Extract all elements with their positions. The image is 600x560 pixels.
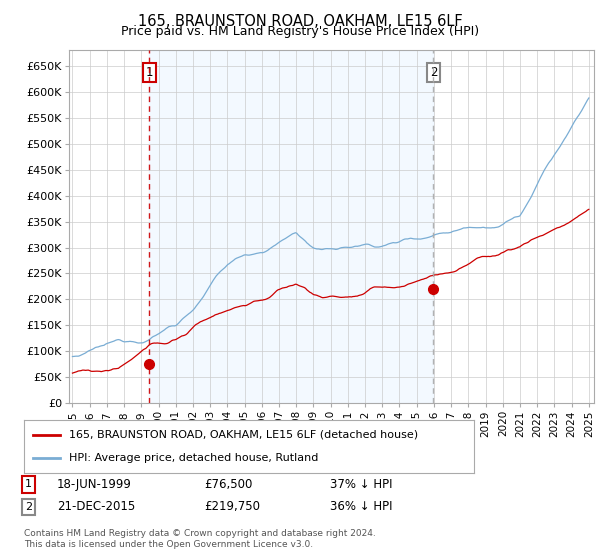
Text: £219,750: £219,750 (204, 500, 260, 514)
Text: 36% ↓ HPI: 36% ↓ HPI (330, 500, 392, 514)
Text: 1: 1 (145, 66, 153, 79)
Text: 165, BRAUNSTON ROAD, OAKHAM, LE15 6LF (detached house): 165, BRAUNSTON ROAD, OAKHAM, LE15 6LF (d… (69, 430, 418, 440)
Text: 1: 1 (25, 479, 32, 489)
Text: HPI: Average price, detached house, Rutland: HPI: Average price, detached house, Rutl… (69, 453, 319, 463)
Text: 2: 2 (25, 502, 32, 512)
Text: Contains HM Land Registry data © Crown copyright and database right 2024.
This d: Contains HM Land Registry data © Crown c… (24, 529, 376, 549)
Text: 21-DEC-2015: 21-DEC-2015 (57, 500, 135, 514)
Text: 37% ↓ HPI: 37% ↓ HPI (330, 478, 392, 491)
Text: £76,500: £76,500 (204, 478, 253, 491)
Text: 165, BRAUNSTON ROAD, OAKHAM, LE15 6LF: 165, BRAUNSTON ROAD, OAKHAM, LE15 6LF (137, 14, 463, 29)
Bar (149, 50, 433, 403)
Text: 18-JUN-1999: 18-JUN-1999 (57, 478, 132, 491)
Text: Price paid vs. HM Land Registry's House Price Index (HPI): Price paid vs. HM Land Registry's House … (121, 25, 479, 38)
Text: 2: 2 (430, 66, 437, 79)
